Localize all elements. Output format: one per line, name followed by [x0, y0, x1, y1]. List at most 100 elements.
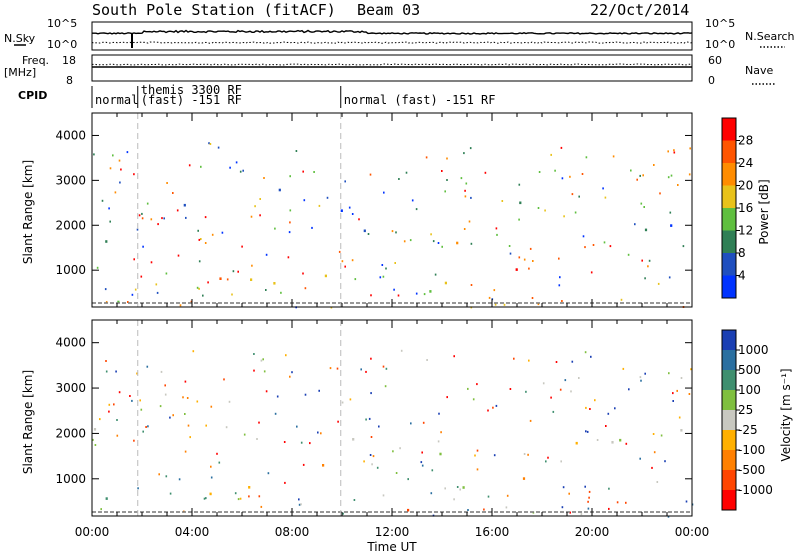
- scatter-cell: [340, 209, 343, 212]
- scatter-noise: [218, 461, 221, 464]
- scatter-noise: [300, 441, 303, 444]
- x-axis-label: Time UT: [366, 540, 417, 554]
- scatter-cell: [619, 438, 622, 442]
- scatter-noise: [411, 199, 414, 202]
- colorbar-swatch: [722, 370, 736, 391]
- scatter-noise: [403, 240, 406, 243]
- scatter-cell: [522, 477, 526, 480]
- scatter-noise: [472, 398, 475, 401]
- scatter-noise: [487, 495, 490, 498]
- scatter-noise: [561, 300, 563, 302]
- scatter-noise: [657, 282, 660, 285]
- scatter-noise: [145, 426, 147, 428]
- power-y-axis-label: Slant Range [km]: [21, 160, 35, 264]
- scatter-noise: [407, 478, 409, 481]
- scatter-noise: [109, 220, 111, 223]
- scatter-noise: [137, 487, 139, 490]
- colorbar-tick-label: 100: [738, 383, 761, 397]
- colorbar-swatch: [722, 253, 736, 276]
- x-tick-label: 16:00: [475, 525, 510, 539]
- scatter-noise: [187, 424, 190, 427]
- scatter-noise: [235, 161, 238, 164]
- scatter-noise: [547, 456, 549, 459]
- scatter-cell: [611, 441, 614, 444]
- scatter-noise: [569, 511, 571, 514]
- scatter-noise: [231, 293, 233, 296]
- scatter-noise: [133, 439, 135, 442]
- scatter-noise: [203, 497, 206, 500]
- scatter-noise: [668, 276, 671, 279]
- scatter-noise: [101, 199, 104, 202]
- scatter-noise: [291, 371, 293, 374]
- scatter-noise: [105, 301, 108, 304]
- colorbar-tick-label: 28: [738, 134, 753, 148]
- scatter-noise: [119, 181, 121, 184]
- scatter-noise: [113, 403, 115, 406]
- scatter-noise: [351, 213, 354, 215]
- scatter-noise: [169, 492, 172, 495]
- scatter-noise: [365, 370, 367, 373]
- scatter-noise: [670, 174, 673, 177]
- scatter-noise: [241, 245, 243, 248]
- scatter-noise: [172, 192, 174, 194]
- scatter-noise: [383, 191, 385, 194]
- scatter-noise: [156, 291, 159, 294]
- scatter-noise: [483, 508, 485, 511]
- scatter-noise: [421, 464, 424, 467]
- scatter-noise: [263, 177, 265, 179]
- y-tick-label: 3000: [55, 381, 86, 395]
- colorbar-swatch: [722, 185, 736, 209]
- scatter-noise: [441, 245, 443, 248]
- scatter-cell: [273, 282, 276, 285]
- scatter-noise: [150, 218, 153, 221]
- scatter-noise: [385, 367, 388, 370]
- scatter-noise: [139, 399, 141, 402]
- scatter-cell: [407, 508, 410, 512]
- scatter-cell: [670, 224, 673, 227]
- y-tick-label: 1000: [55, 263, 86, 277]
- scatter-noise: [109, 167, 112, 170]
- scatter-noise: [622, 367, 625, 370]
- nsky-trace: [92, 29, 693, 48]
- scatter-cell: [680, 429, 683, 432]
- scatter-noise: [464, 195, 467, 198]
- scatter-noise: [200, 165, 202, 168]
- scatter-noise: [423, 293, 426, 296]
- scatter-noise: [582, 235, 585, 238]
- scatter-noise: [415, 208, 418, 211]
- scatter-noise: [274, 412, 277, 415]
- scatter-noise: [302, 463, 305, 466]
- scatter-noise: [304, 287, 307, 290]
- scatter-noise: [237, 270, 239, 273]
- freq-panel-frame: [91, 54, 693, 82]
- nsearch-trace: [91, 41, 693, 44]
- scatter-noise: [288, 231, 291, 234]
- scatter-cell: [183, 203, 186, 207]
- colorbar-swatch: [722, 230, 736, 254]
- scatter-noise: [105, 360, 107, 362]
- scatter-noise: [569, 175, 571, 178]
- nsky-label: N.Sky: [4, 32, 36, 45]
- velocity-panel: 1000 2000 3000 4000 Slant Range [km]: [21, 319, 694, 518]
- scatter-noise: [639, 174, 641, 177]
- scatter-noise: [395, 472, 398, 474]
- colorbar-tick-label: -25: [738, 423, 758, 437]
- freq-tick-top: 18: [62, 54, 76, 67]
- scatter-noise: [559, 388, 562, 391]
- scatter-noise: [508, 245, 511, 247]
- scatter-cell: [429, 290, 432, 293]
- scatter-noise: [382, 494, 385, 497]
- scatter-noise: [368, 417, 371, 420]
- scatter-noise: [592, 244, 595, 246]
- colorbar-tick-label: -500: [738, 463, 765, 477]
- scatter-noise: [578, 377, 580, 379]
- scatter-noise: [142, 245, 144, 248]
- y-tick-label: 4000: [55, 336, 86, 350]
- scatter-noise: [392, 450, 394, 453]
- scatter-noise: [344, 265, 346, 268]
- scatter-noise: [492, 406, 494, 409]
- scatter-noise: [660, 434, 663, 437]
- scatter-noise: [217, 146, 220, 149]
